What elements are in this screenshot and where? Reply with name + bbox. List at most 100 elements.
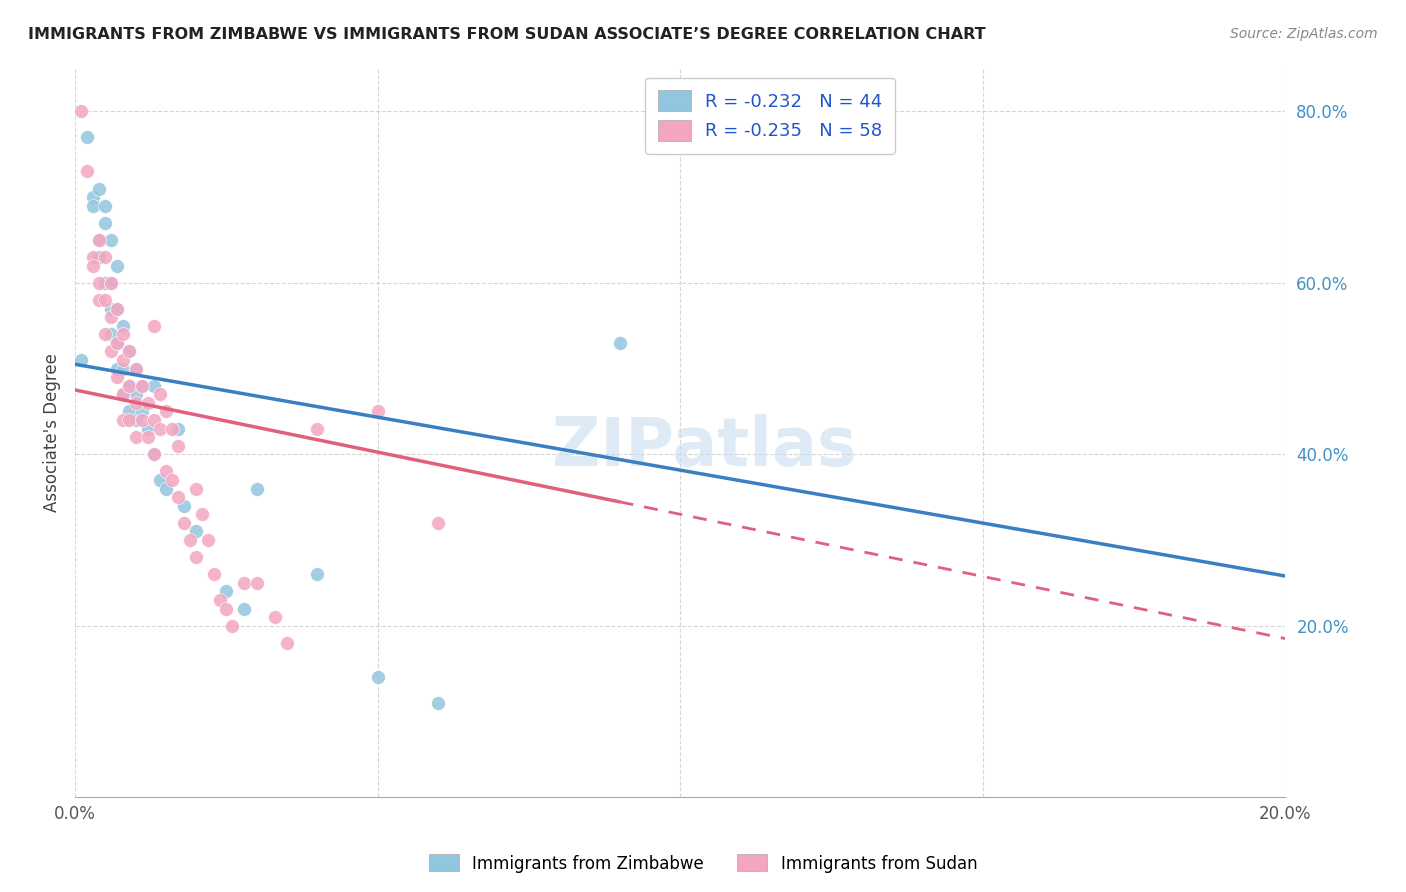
- Point: [142, 413, 165, 427]
- Legend: R = -0.232   N = 44, R = -0.235   N = 58: R = -0.232 N = 44, R = -0.235 N = 58: [645, 78, 896, 153]
- Point: [112, 413, 135, 427]
- Point: [100, 327, 122, 342]
- Point: [131, 378, 153, 392]
- Text: ZIPatlas: ZIPatlas: [553, 415, 856, 481]
- Point: [100, 310, 122, 325]
- Point: [136, 421, 159, 435]
- Point: [184, 524, 207, 539]
- Point: [112, 387, 135, 401]
- Point: [131, 413, 153, 427]
- Text: IMMIGRANTS FROM ZIMBABWE VS IMMIGRANTS FROM SUDAN ASSOCIATE’S DEGREE CORRELATION: IMMIGRANTS FROM ZIMBABWE VS IMMIGRANTS F…: [28, 27, 986, 42]
- Point: [105, 370, 128, 384]
- Point: [160, 421, 183, 435]
- Point: [89, 233, 111, 247]
- Point: [82, 190, 104, 204]
- Point: [105, 361, 128, 376]
- Point: [142, 447, 165, 461]
- Point: [105, 301, 128, 316]
- Point: [89, 276, 111, 290]
- Point: [112, 361, 135, 376]
- Point: [131, 378, 153, 392]
- Point: [202, 567, 225, 582]
- Point: [100, 301, 122, 316]
- Point: [105, 335, 128, 350]
- Point: [70, 104, 93, 119]
- Point: [160, 473, 183, 487]
- Point: [215, 584, 238, 599]
- Point: [233, 575, 256, 590]
- Point: [105, 259, 128, 273]
- Point: [179, 533, 201, 547]
- Point: [305, 421, 328, 435]
- Point: [155, 464, 177, 478]
- Point: [155, 404, 177, 418]
- Point: [367, 670, 389, 684]
- Point: [76, 130, 98, 145]
- Point: [82, 259, 104, 273]
- Point: [94, 276, 117, 290]
- Point: [82, 250, 104, 264]
- Point: [124, 387, 146, 401]
- Point: [118, 378, 141, 392]
- Point: [112, 327, 135, 342]
- Point: [191, 508, 214, 522]
- Legend: Immigrants from Zimbabwe, Immigrants from Sudan: Immigrants from Zimbabwe, Immigrants fro…: [422, 847, 984, 880]
- Point: [94, 250, 117, 264]
- Point: [173, 516, 195, 530]
- Point: [100, 344, 122, 359]
- Point: [184, 550, 207, 565]
- Point: [131, 404, 153, 418]
- Point: [112, 353, 135, 368]
- Y-axis label: Associate's Degree: Associate's Degree: [44, 353, 60, 512]
- Point: [136, 430, 159, 444]
- Point: [149, 387, 172, 401]
- Point: [245, 482, 267, 496]
- Point: [94, 327, 117, 342]
- Point: [100, 276, 122, 290]
- Point: [112, 318, 135, 333]
- Point: [263, 610, 285, 624]
- Point: [167, 421, 190, 435]
- Point: [105, 335, 128, 350]
- Point: [89, 233, 111, 247]
- Point: [124, 361, 146, 376]
- Point: [233, 601, 256, 615]
- Point: [76, 164, 98, 178]
- Point: [89, 293, 111, 307]
- Point: [118, 344, 141, 359]
- Point: [305, 567, 328, 582]
- Point: [89, 181, 111, 195]
- Point: [105, 301, 128, 316]
- Point: [100, 276, 122, 290]
- Point: [142, 318, 165, 333]
- Point: [89, 250, 111, 264]
- Point: [142, 378, 165, 392]
- Point: [94, 199, 117, 213]
- Point: [245, 575, 267, 590]
- Point: [124, 361, 146, 376]
- Point: [149, 473, 172, 487]
- Text: Source: ZipAtlas.com: Source: ZipAtlas.com: [1230, 27, 1378, 41]
- Point: [118, 344, 141, 359]
- Point: [209, 593, 232, 607]
- Point: [167, 439, 190, 453]
- Point: [94, 293, 117, 307]
- Point: [142, 447, 165, 461]
- Point: [427, 516, 450, 530]
- Point: [155, 482, 177, 496]
- Point: [118, 413, 141, 427]
- Point: [184, 482, 207, 496]
- Point: [221, 618, 243, 632]
- Point: [427, 696, 450, 710]
- Point: [124, 396, 146, 410]
- Point: [367, 404, 389, 418]
- Point: [112, 387, 135, 401]
- Point: [82, 199, 104, 213]
- Point: [94, 216, 117, 230]
- Point: [197, 533, 219, 547]
- Point: [276, 636, 298, 650]
- Point: [70, 353, 93, 368]
- Point: [124, 413, 146, 427]
- Point: [118, 378, 141, 392]
- Point: [609, 335, 631, 350]
